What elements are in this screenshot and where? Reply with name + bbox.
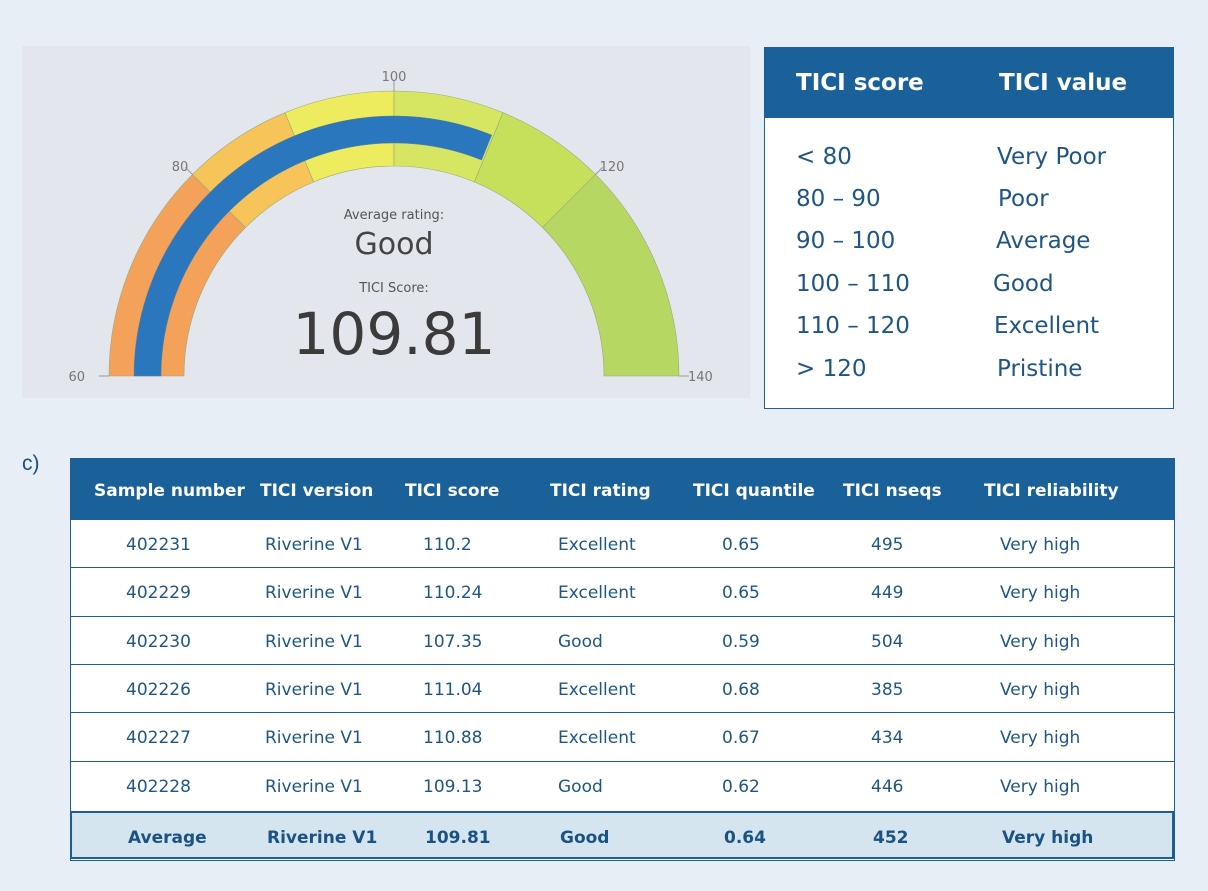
gauge-tick-120: 120 [600, 160, 625, 175]
legend-score: < 80 [796, 144, 852, 170]
table-row: 402228 Riverine V1 109.13 Good 0.62 446 … [71, 761, 1174, 809]
table-row: 402231 Riverine V1 110.2 Excellent 0.65 … [71, 519, 1174, 567]
tici-score-value: 109.81 [293, 300, 496, 368]
legend-value: Very Poor [997, 144, 1107, 170]
gauge-tick-line [185, 167, 193, 175]
tici-score-label: TICI Score: [358, 281, 429, 296]
table-row: 402229 Riverine V1 110.24 Excellent 0.65… [71, 567, 1174, 615]
col-tici-quantile: TICI quantile [693, 481, 815, 501]
legend-value: Pristine [997, 356, 1083, 382]
gauge-min-label: 60 [68, 370, 85, 385]
legend-value: Excellent [994, 313, 1100, 339]
col-tici-rating: TICI rating [550, 481, 651, 501]
col-tici-version: TICI version [260, 481, 374, 501]
average-rating-value: Good [355, 227, 434, 262]
table-row: 402227 Riverine V1 110.88 Excellent 0.67… [71, 712, 1174, 760]
table-row-average: Average Riverine V1 109.81 Good 0.64 452… [70, 811, 1174, 859]
legend-header: TICI score TICI value [765, 48, 1173, 118]
gauge-panel: 60 140 80 100 120 Average rating: Good T… [22, 46, 750, 398]
col-tici-score: TICI score [405, 481, 500, 501]
col-tici-nseqs: TICI nseqs [843, 481, 942, 501]
gauge-max-label: 140 [688, 370, 713, 385]
results-table: Sample number TICI version TICI score TI… [70, 458, 1175, 861]
table-header: Sample number TICI version TICI score TI… [71, 459, 1174, 519]
table-row: 402230 Riverine V1 107.35 Good 0.59 504 … [71, 616, 1174, 664]
gauge-chart: 60 140 80 100 120 Average rating: Good T… [68, 70, 713, 385]
col-sample-number: Sample number [94, 481, 245, 501]
legend-score: > 120 [796, 356, 867, 382]
legend-score: 80 – 90 [796, 186, 881, 212]
gauge-tick-marks [99, 81, 689, 377]
gauge-tick-line [595, 167, 603, 175]
legend-score: 100 – 110 [796, 271, 910, 297]
gauge-tick-80: 80 [172, 160, 189, 175]
legend-value: Average [996, 228, 1091, 254]
average-rating-label: Average rating: [344, 208, 444, 223]
gauge-value-bar [133, 115, 493, 377]
gauge-tick-100: 100 [382, 70, 407, 85]
tici-legend: TICI score TICI value < 80 Very Poor 80 … [764, 47, 1174, 409]
legend-col-score: TICI score [796, 70, 924, 96]
table-row: 402226 Riverine V1 111.04 Excellent 0.68… [71, 664, 1174, 712]
legend-score: 90 – 100 [796, 228, 896, 254]
legend-score: 110 – 120 [796, 313, 910, 339]
panel-label-c: c) [22, 452, 40, 475]
col-tici-reliability: TICI reliability [984, 481, 1119, 501]
legend-col-value: TICI value [999, 70, 1128, 96]
legend-value: Good [993, 271, 1054, 297]
legend-value: Poor [998, 186, 1049, 212]
